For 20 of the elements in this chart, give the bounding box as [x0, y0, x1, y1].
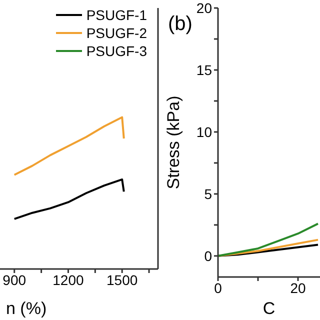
- x-tick-label: 0: [214, 280, 222, 296]
- x-axis-title: C: [262, 299, 276, 318]
- line-series: [218, 244, 319, 257]
- x-axis-title: n (%): [6, 299, 47, 318]
- y-tick-label: 0: [204, 248, 212, 264]
- x-tick-label: 1200: [52, 272, 84, 288]
- x-tick-label: 1500: [106, 272, 138, 288]
- line-series: [218, 222, 319, 257]
- x-tick-label: 20: [290, 280, 306, 296]
- y-tick-label: 10: [196, 124, 212, 140]
- y-tick-label: 15: [196, 62, 212, 78]
- x-tick-label: 900: [2, 272, 26, 288]
- chart-title: (b): [168, 13, 192, 35]
- y-tick-label: 20: [196, 0, 212, 16]
- legend-label: PSUGF-3: [86, 42, 147, 60]
- legend-label: PSUGF-1: [86, 6, 147, 24]
- line-series: [218, 238, 319, 257]
- legend-label: PSUGF-2: [86, 24, 147, 42]
- y-axis-title: Stress (kPa): [164, 96, 184, 190]
- y-tick-label: 5: [204, 186, 212, 202]
